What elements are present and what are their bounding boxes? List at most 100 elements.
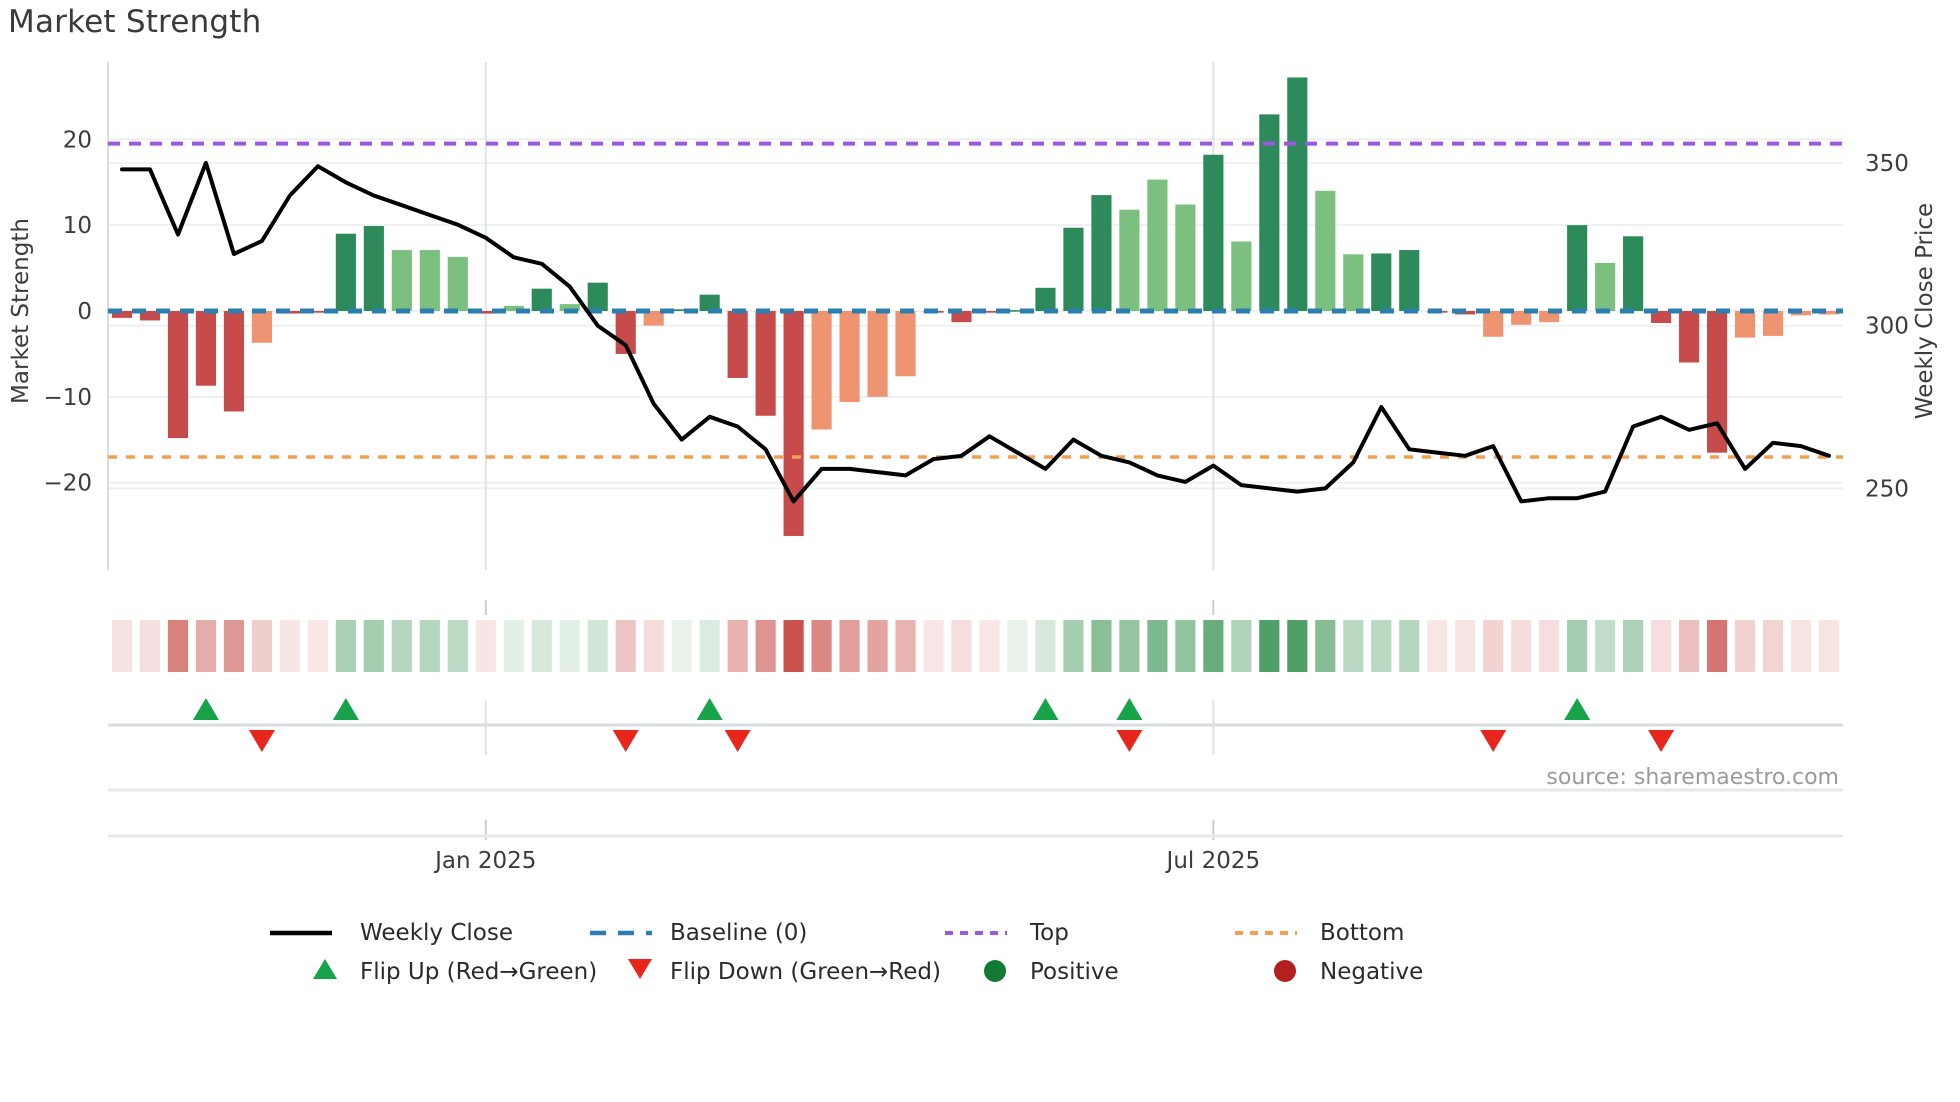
strength-bar xyxy=(251,311,272,343)
heat-strip-cell xyxy=(727,620,748,672)
heat-strip-cell xyxy=(559,620,580,672)
heat-strip-cell xyxy=(671,620,692,672)
strength-bar xyxy=(195,311,217,386)
heat-strip-cell xyxy=(1035,620,1056,672)
heat-strip-cell xyxy=(1343,620,1364,672)
heat-strip-cell xyxy=(167,620,189,672)
flip-down-marker xyxy=(248,730,275,752)
heat-strip-cell xyxy=(615,620,636,672)
strength-bar xyxy=(1511,311,1532,325)
strength-bar xyxy=(1175,204,1196,311)
heat-strip-cell xyxy=(1091,620,1112,672)
heat-strip-cell xyxy=(1147,620,1168,672)
flip-up-marker xyxy=(1116,698,1143,720)
legend-label: Positive xyxy=(1030,959,1119,985)
flip-up-marker xyxy=(1564,698,1591,720)
strength-bar xyxy=(1231,241,1252,311)
strength-bar xyxy=(1734,311,1756,338)
heat-strip-cell xyxy=(1203,620,1224,672)
legend-label: Bottom xyxy=(1320,920,1404,946)
strength-bar xyxy=(587,282,608,311)
flip-up-legend-icon xyxy=(313,959,337,979)
heat-strip-cell xyxy=(1762,620,1784,672)
y-axis-left-tick-label: 20 xyxy=(63,127,92,153)
heat-strip-cell xyxy=(1231,620,1252,672)
heat-strip-cell xyxy=(251,620,272,672)
flip-up-marker xyxy=(696,698,723,720)
heat-strip-cell xyxy=(699,620,720,672)
heat-strip-cell xyxy=(419,620,440,672)
heat-strip-cell xyxy=(475,620,496,672)
y-axis-left-tick-label: 0 xyxy=(77,299,92,325)
heat-strip-cell xyxy=(895,620,916,672)
heat-strip-cell xyxy=(335,620,356,672)
strength-bar xyxy=(951,311,972,323)
strength-bar xyxy=(531,288,552,311)
heat-strip-cell xyxy=(1427,620,1448,672)
heat-strip-cell xyxy=(1511,620,1532,672)
strength-bar xyxy=(475,311,496,314)
strength-bar xyxy=(1595,262,1616,311)
y-axis-right-title: Weekly Close Price xyxy=(1912,203,1938,419)
strength-bar xyxy=(335,233,356,311)
heat-strip-cell xyxy=(1539,620,1560,672)
strength-bar xyxy=(419,250,440,311)
y-axis-right-tick-label: 250 xyxy=(1865,476,1909,502)
strength-bar xyxy=(1035,287,1056,311)
heat-strip-cell xyxy=(223,620,245,672)
flip-up-marker xyxy=(192,698,219,720)
flip-down-marker xyxy=(1648,730,1675,752)
heat-strip-cell xyxy=(307,620,328,672)
strength-bar xyxy=(1679,311,1700,363)
heat-strip-cell xyxy=(503,620,524,672)
strength-bar xyxy=(1287,77,1308,311)
legend-label: Flip Down (Green→Red) xyxy=(670,959,941,985)
heat-strip-cell xyxy=(391,620,412,672)
heat-strip-cell xyxy=(811,620,832,672)
heat-strip-cell xyxy=(111,620,133,672)
legend-label: Weekly Close xyxy=(360,920,513,946)
strength-bar xyxy=(503,305,524,311)
heat-strip-cell xyxy=(755,620,776,672)
y-axis-left-title: Market Strength xyxy=(8,218,34,404)
strength-bar xyxy=(1147,179,1168,311)
legend-label: Flip Up (Red→Green) xyxy=(360,959,597,985)
heat-strip-cell xyxy=(979,620,1000,672)
strength-bar xyxy=(447,256,468,311)
legend-label: Baseline (0) xyxy=(670,920,807,946)
heat-strip-cell xyxy=(1623,620,1644,672)
heat-strip-cell xyxy=(923,620,944,672)
heat-strip-cell xyxy=(1706,620,1728,672)
y-axis-right-tick-label: 350 xyxy=(1865,151,1909,177)
heat-strip-cell xyxy=(1818,620,1840,672)
heat-strip-cell xyxy=(1734,620,1756,672)
strength-bar xyxy=(783,311,804,536)
strength-bar xyxy=(727,311,748,378)
heat-strip-cell xyxy=(951,620,972,672)
strength-bar xyxy=(307,311,328,313)
heat-strip-cell xyxy=(1567,620,1588,672)
heat-strip-cell xyxy=(643,620,664,672)
strength-bar xyxy=(1623,236,1644,311)
y-axis-left-tick-label: 10 xyxy=(63,213,92,239)
strength-bar xyxy=(1567,225,1588,311)
strength-bar xyxy=(1483,311,1504,337)
strength-bar xyxy=(1371,253,1392,311)
heat-strip-cell xyxy=(1287,620,1308,672)
legend-label: Top xyxy=(1029,920,1069,946)
strength-bar xyxy=(1343,254,1364,311)
heat-strip-cell xyxy=(1063,620,1084,672)
strength-bar xyxy=(1119,209,1140,311)
strength-bar xyxy=(1259,114,1280,312)
strength-bar xyxy=(699,294,720,311)
heat-strip-cell xyxy=(447,620,468,672)
strength-bar xyxy=(1762,311,1784,336)
strength-bar xyxy=(1091,195,1112,311)
heat-strip-cell xyxy=(363,620,384,672)
strength-bar xyxy=(391,250,412,311)
strength-bar xyxy=(1007,310,1028,312)
heat-strip-cell xyxy=(1175,620,1196,672)
heat-strip-cell xyxy=(1315,620,1336,672)
